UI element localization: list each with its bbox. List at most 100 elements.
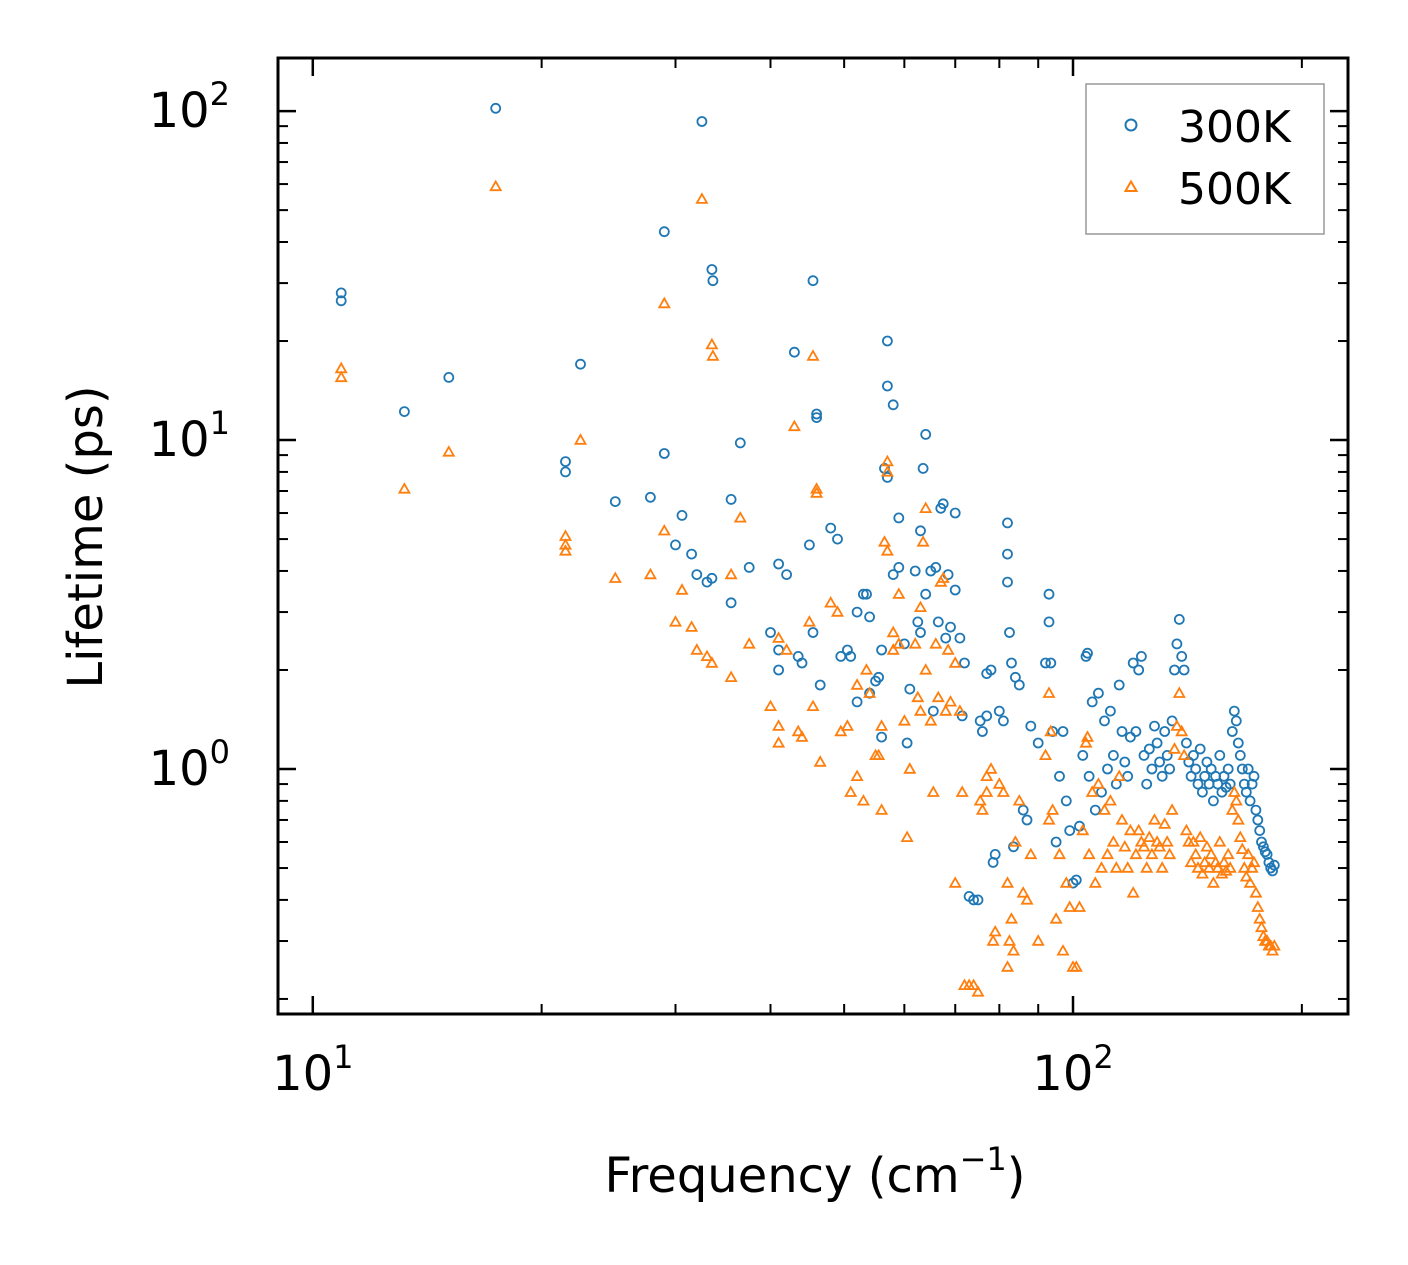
point-500k-182 <box>1225 803 1239 815</box>
point-500k-160 <box>1177 748 1191 760</box>
point-300k-35 <box>807 275 819 287</box>
point-500k-59 <box>886 643 900 655</box>
point-300k-14 <box>686 548 697 560</box>
point-300k-112 <box>1043 588 1055 600</box>
point-500k-191 <box>1243 876 1257 888</box>
point-500k-195 <box>1251 900 1265 912</box>
point-300k-95 <box>989 849 1001 860</box>
point-300k-9 <box>645 491 656 503</box>
point-500k-69 <box>916 535 930 547</box>
point-500k-23 <box>724 670 738 682</box>
point-500k-189 <box>1239 870 1253 882</box>
point-500k-170 <box>1200 839 1214 852</box>
point-300k-39 <box>825 522 837 534</box>
point-300k-148 <box>1146 763 1158 775</box>
point-300k-38 <box>814 679 826 691</box>
point-500k-131 <box>1100 847 1115 860</box>
point-500k-140 <box>1126 886 1140 898</box>
point-300k-134 <box>1108 750 1119 761</box>
point-500k-67 <box>913 704 928 716</box>
point-500k-154 <box>1163 847 1177 860</box>
point-500k-127 <box>1088 876 1102 888</box>
point-300k-13 <box>676 510 688 521</box>
point-300k-30 <box>789 346 800 358</box>
point-500k-106 <box>1020 893 1034 905</box>
point-500k-28 <box>772 719 786 731</box>
point-500k-12 <box>657 523 671 536</box>
y-axis-label: Lifetime (ps) <box>58 385 114 688</box>
point-300k-4 <box>490 102 502 114</box>
point-500k-19 <box>705 656 719 668</box>
point-300k-144 <box>1136 651 1147 662</box>
point-300k-177 <box>1214 750 1226 761</box>
point-500k-64 <box>903 762 917 774</box>
point-500k-27 <box>772 631 786 643</box>
point-300k-0 <box>335 287 347 299</box>
point-300k-20 <box>707 275 719 287</box>
point-500k-75 <box>931 690 945 703</box>
point-500k-110 <box>1042 686 1056 698</box>
point-500k-157 <box>1170 719 1184 731</box>
point-500k-6 <box>558 538 573 550</box>
point-300k-61 <box>893 562 905 573</box>
point-300k-1 <box>335 295 347 307</box>
point-300k-51 <box>873 671 884 683</box>
point-500k-147 <box>1145 847 1159 860</box>
point-500k-32 <box>791 724 805 737</box>
point-500k-101 <box>1004 912 1019 924</box>
point-300k-44 <box>851 696 863 708</box>
point-300k-6 <box>560 466 571 478</box>
point-300k-60 <box>893 512 905 524</box>
point-300k-78 <box>940 632 952 644</box>
point-500k-45 <box>850 769 864 781</box>
point-300k-166 <box>1190 763 1202 775</box>
x-axis-label: Frequency (cm−1) <box>604 1140 1025 1204</box>
point-500k-186 <box>1233 830 1247 842</box>
point-500k-46 <box>850 678 864 690</box>
point-500k-66 <box>911 690 925 703</box>
point-300k-37 <box>811 412 822 424</box>
x-tick-label: 102 <box>1032 1038 1113 1102</box>
point-300k-167 <box>1192 778 1204 790</box>
point-500k-179 <box>1219 864 1233 876</box>
point-300k-121 <box>1070 874 1082 886</box>
point-500k-176 <box>1213 835 1227 847</box>
point-500k-65 <box>908 637 922 649</box>
point-500k-136 <box>1115 813 1129 825</box>
point-300k-8 <box>609 496 621 508</box>
point-300k-67 <box>915 627 926 638</box>
point-500k-156 <box>1167 742 1182 754</box>
point-300k-158 <box>1171 638 1183 650</box>
point-300k-155 <box>1164 763 1175 775</box>
point-300k-81 <box>949 584 961 596</box>
point-500k-188 <box>1237 861 1251 873</box>
point-300k-108 <box>1025 720 1037 732</box>
point-500k-18 <box>700 649 714 661</box>
point-500k-100 <box>1002 934 1017 946</box>
point-300k-85 <box>959 657 970 669</box>
point-500k-183 <box>1227 785 1241 797</box>
point-300k-98 <box>1002 517 1013 529</box>
point-500k-35 <box>806 699 820 711</box>
point-300k-116 <box>1054 770 1065 782</box>
point-300k-190 <box>1240 786 1252 798</box>
point-500k-14 <box>675 583 689 595</box>
point-300k-106 <box>1017 804 1029 816</box>
point-500k-82 <box>948 876 962 888</box>
point-300k-198 <box>1256 836 1267 848</box>
point-500k-109 <box>1038 748 1053 760</box>
point-300k-136 <box>1113 679 1125 691</box>
point-500k-25 <box>742 637 756 649</box>
point-500k-10 <box>643 567 657 580</box>
point-500k-121 <box>1072 900 1087 912</box>
point-300k-97 <box>998 715 1009 727</box>
point-300k-188 <box>1236 763 1248 775</box>
point-300k-145 <box>1138 750 1150 761</box>
point-300k-52 <box>876 731 887 743</box>
point-500k-116 <box>1056 944 1070 956</box>
point-500k-74 <box>929 637 943 649</box>
point-500k-141 <box>1129 847 1143 860</box>
point-300k-58 <box>887 399 899 411</box>
points-layer <box>334 102 1281 997</box>
